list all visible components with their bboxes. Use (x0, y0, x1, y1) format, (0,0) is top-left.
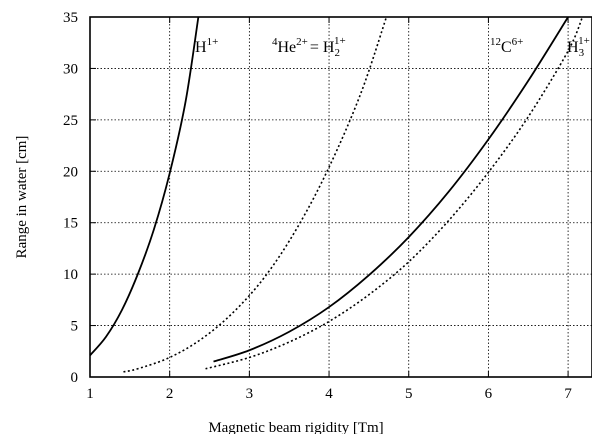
label-he-sup: 2+ (296, 36, 308, 48)
y-axis-title: Range in water [cm] (14, 136, 30, 259)
y-tick-label-35: 35 (63, 10, 78, 26)
label-h3-sub: 3 (579, 47, 585, 59)
label-h3-sup: 1+ (578, 35, 590, 47)
y-tick-label-0: 0 (71, 370, 79, 386)
x-axis-title: Magnetic beam rigidity [Tm] (208, 420, 383, 434)
y-tick-label-25: 25 (63, 113, 78, 129)
label-he-sup2: 1+ (334, 35, 346, 47)
label-h1-base: H (195, 39, 207, 56)
curve-he-h2 (123, 16, 388, 373)
y-tick-label-30: 30 (63, 61, 78, 77)
y-tick-label-10: 10 (63, 267, 78, 283)
label-he-sub: 2 (334, 47, 340, 59)
curve-h3-plus (205, 16, 584, 370)
label-c-pre: 12 (490, 36, 501, 48)
y-tick-label-5: 5 (71, 319, 79, 335)
label-h3-plus: H31+ (567, 35, 590, 59)
label-c-sup: 6+ (512, 36, 524, 48)
label-h3-base: H (567, 39, 579, 56)
label-he-base: He (278, 39, 297, 56)
label-h1-sup: 1+ (207, 36, 219, 48)
label-c-base: C (501, 39, 512, 56)
data-curves (89, 16, 584, 373)
label-he-equals-h2: 4He2+ = H21+ (272, 35, 346, 59)
label-he-pre: 4 (272, 36, 278, 48)
curve-c12-6plus (213, 16, 569, 363)
axis-ticks (89, 16, 569, 378)
label-c12-6plus: 12C6+ (490, 36, 523, 56)
label-he-eq: = H (310, 39, 335, 56)
x-tick-label-7: 7 (564, 386, 572, 402)
x-tick-label-5: 5 (405, 386, 413, 402)
y-tick-label-15: 15 (63, 216, 78, 232)
x-tick-label-3: 3 (246, 386, 254, 402)
grid-lines (90, 17, 592, 377)
plot-frame (89, 16, 592, 378)
y-tick-label-20: 20 (63, 164, 78, 180)
curve-h1-plus (89, 16, 200, 356)
x-tick-label-2: 2 (166, 386, 174, 402)
label-h1-plus: H1+ (195, 36, 218, 56)
x-tick-label-4: 4 (325, 386, 333, 402)
x-tick-label-6: 6 (485, 386, 493, 402)
x-tick-label-1: 1 (86, 386, 94, 402)
